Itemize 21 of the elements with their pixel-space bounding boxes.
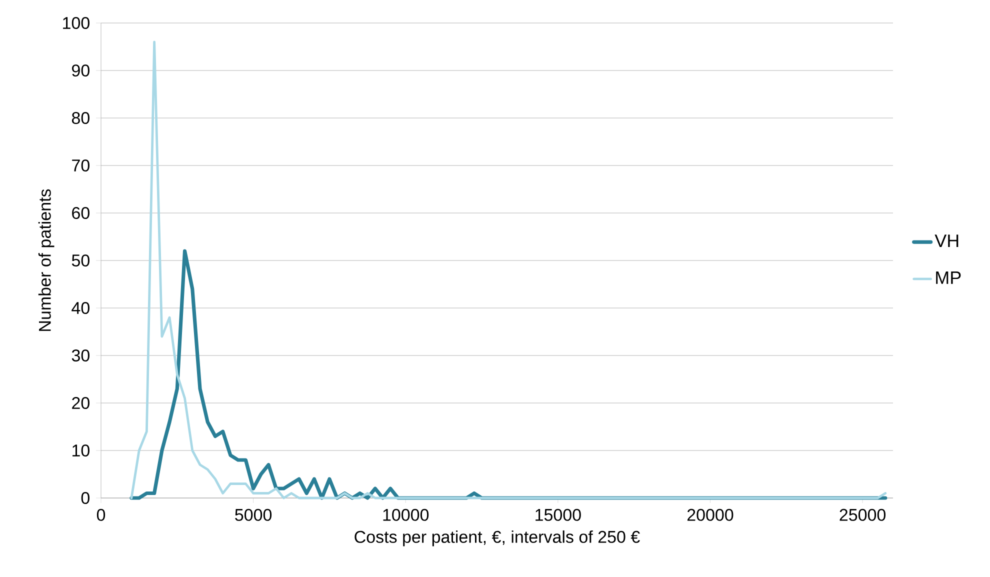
y-tick-label: 40	[72, 302, 90, 314]
x-tick-label: 15000	[536, 508, 581, 521]
y-tick-label: 50	[72, 254, 90, 267]
y-tick-label: 80	[72, 112, 90, 124]
y-tick-label: 60	[72, 206, 90, 220]
y-tick-label: 20	[72, 396, 90, 410]
y-tick-label: 100	[63, 16, 90, 30]
y-tick-label: 90	[72, 64, 90, 77]
legend-label: MP	[936, 271, 961, 284]
x-tick-label: 10000	[383, 508, 429, 521]
x-tick-label: 25000	[840, 508, 886, 521]
legend-label: VH	[934, 234, 958, 247]
y-tick-label: 30	[72, 349, 90, 362]
y-tick-label: 0	[81, 492, 90, 504]
x-tick-label: 5000	[235, 508, 272, 521]
x-tick-label: 0	[96, 508, 106, 521]
x-tick-label: 20000	[687, 508, 734, 521]
x-axis-title: Costs per patient, €, intervals of 250 €	[354, 530, 640, 546]
y-tick-label: 70	[72, 159, 90, 172]
y-axis-title: Number of patients	[38, 189, 54, 331]
y-tick-label: 10	[72, 444, 90, 457]
